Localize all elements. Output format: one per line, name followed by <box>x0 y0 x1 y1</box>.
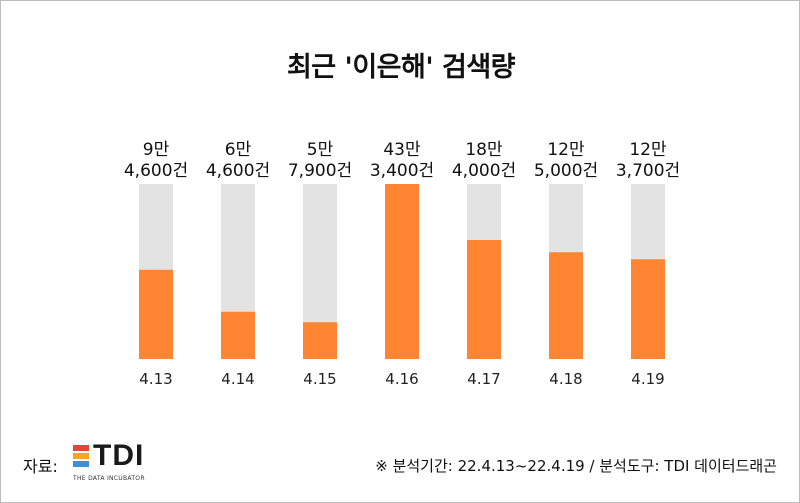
data-label: 3,400건 <box>370 161 434 181</box>
chart-title: 최근 '이은해' 검색량 <box>286 52 516 83</box>
data-label: 6만 <box>225 140 252 160</box>
logo-bars-icon <box>73 445 89 471</box>
logo-bar-blue <box>73 461 89 467</box>
logo-bar-yellow <box>73 453 89 459</box>
bar <box>221 311 255 359</box>
logo-text: TDI <box>93 439 145 472</box>
bar <box>467 240 501 359</box>
x-tick-label: 4.15 <box>303 370 336 388</box>
data-label: 4,600건 <box>206 161 270 181</box>
data-label: 9만 <box>143 140 170 160</box>
data-label: 12만 <box>547 140 585 160</box>
x-tick-label: 4.17 <box>467 370 500 388</box>
x-tick-label: 4.13 <box>139 370 172 388</box>
bar <box>549 252 583 359</box>
logo-subtitle: THE DATA INCUBATOR <box>73 475 145 482</box>
source-label: 자료: <box>23 457 58 476</box>
data-label: 18만 <box>465 140 503 160</box>
data-label: 5,000건 <box>534 161 598 181</box>
x-tick-label: 4.19 <box>631 370 664 388</box>
data-label: 12만 <box>629 140 667 160</box>
bar <box>303 322 337 359</box>
data-label: 7,900건 <box>288 161 352 181</box>
data-label: 43만 <box>383 140 421 160</box>
x-tick-label: 4.16 <box>385 370 418 388</box>
logo-bar-red <box>73 445 89 451</box>
data-label: 4,000건 <box>452 161 516 181</box>
data-label: 5만 <box>307 140 334 160</box>
x-tick-label: 4.14 <box>221 370 254 388</box>
bar <box>385 184 419 359</box>
analysis-note: ※ 분석기간: 22.4.13~22.4.19 / 분석도구: TDI 데이터드… <box>375 457 777 475</box>
tdi-logo: TDI THE DATA INCUBATOR <box>73 439 173 489</box>
bar <box>631 259 665 359</box>
x-tick-label: 4.18 <box>549 370 582 388</box>
bar-chart: 9만4,600건4.136만4,600건4.145만7,900건4.1543만3… <box>124 140 680 388</box>
data-label: 3,700건 <box>616 161 680 181</box>
data-label: 4,600건 <box>124 161 188 181</box>
bar <box>139 269 173 359</box>
